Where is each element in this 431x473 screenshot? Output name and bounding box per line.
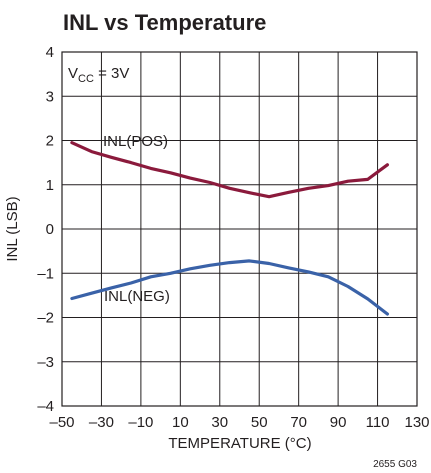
y-tick-label: –2 [37,310,54,327]
grid-lines [61,51,418,407]
data-series [70,141,389,316]
condition-label: VCC = 3V [68,65,129,85]
y-tick-label: –1 [37,265,54,282]
x-tick-label: 90 [330,414,347,431]
y-tick-label: –4 [37,398,54,415]
series-label-inl-neg: INL(NEG) [104,288,170,305]
x-tick-label: 30 [211,414,228,431]
y-tick-label: 4 [46,44,54,61]
y-tick-label: –3 [37,354,54,371]
series-label-inl-pos: INL(POS) [103,133,168,150]
series-line-inl-pos [70,141,389,199]
y-tick-labels: 4 3 2 1 0 –1 –2 –3 –4 [37,44,54,415]
y-tick-label: 1 [46,177,54,194]
x-tick-label: 70 [290,414,307,431]
x-tick-labels: –50 –30 –10 10 30 50 70 90 110 130 [49,414,429,431]
x-tick-label: 110 [366,414,390,431]
x-tick-label: 10 [172,414,189,431]
x-tick-label: 50 [251,414,268,431]
x-axis-label: TEMPERATURE (°C) [168,435,311,452]
plot-frame [61,51,418,407]
series-line-inl-neg [70,259,389,316]
chart-title: INL vs Temperature [63,10,266,35]
condition-sub: CC [78,73,94,85]
condition-main: V [68,65,78,82]
x-tick-label: –50 [49,414,74,431]
y-axis-label: INL (LSB) [4,196,21,261]
y-tick-label: 3 [46,88,54,105]
x-tick-label: –30 [89,414,114,431]
y-tick-label: 0 [46,221,54,238]
condition-rest: = 3V [94,65,129,82]
figure-code: 2655 G03 [373,459,417,470]
x-tick-label: –10 [128,414,153,431]
x-tick-label: 130 [404,414,429,431]
y-tick-label: 2 [46,133,54,150]
